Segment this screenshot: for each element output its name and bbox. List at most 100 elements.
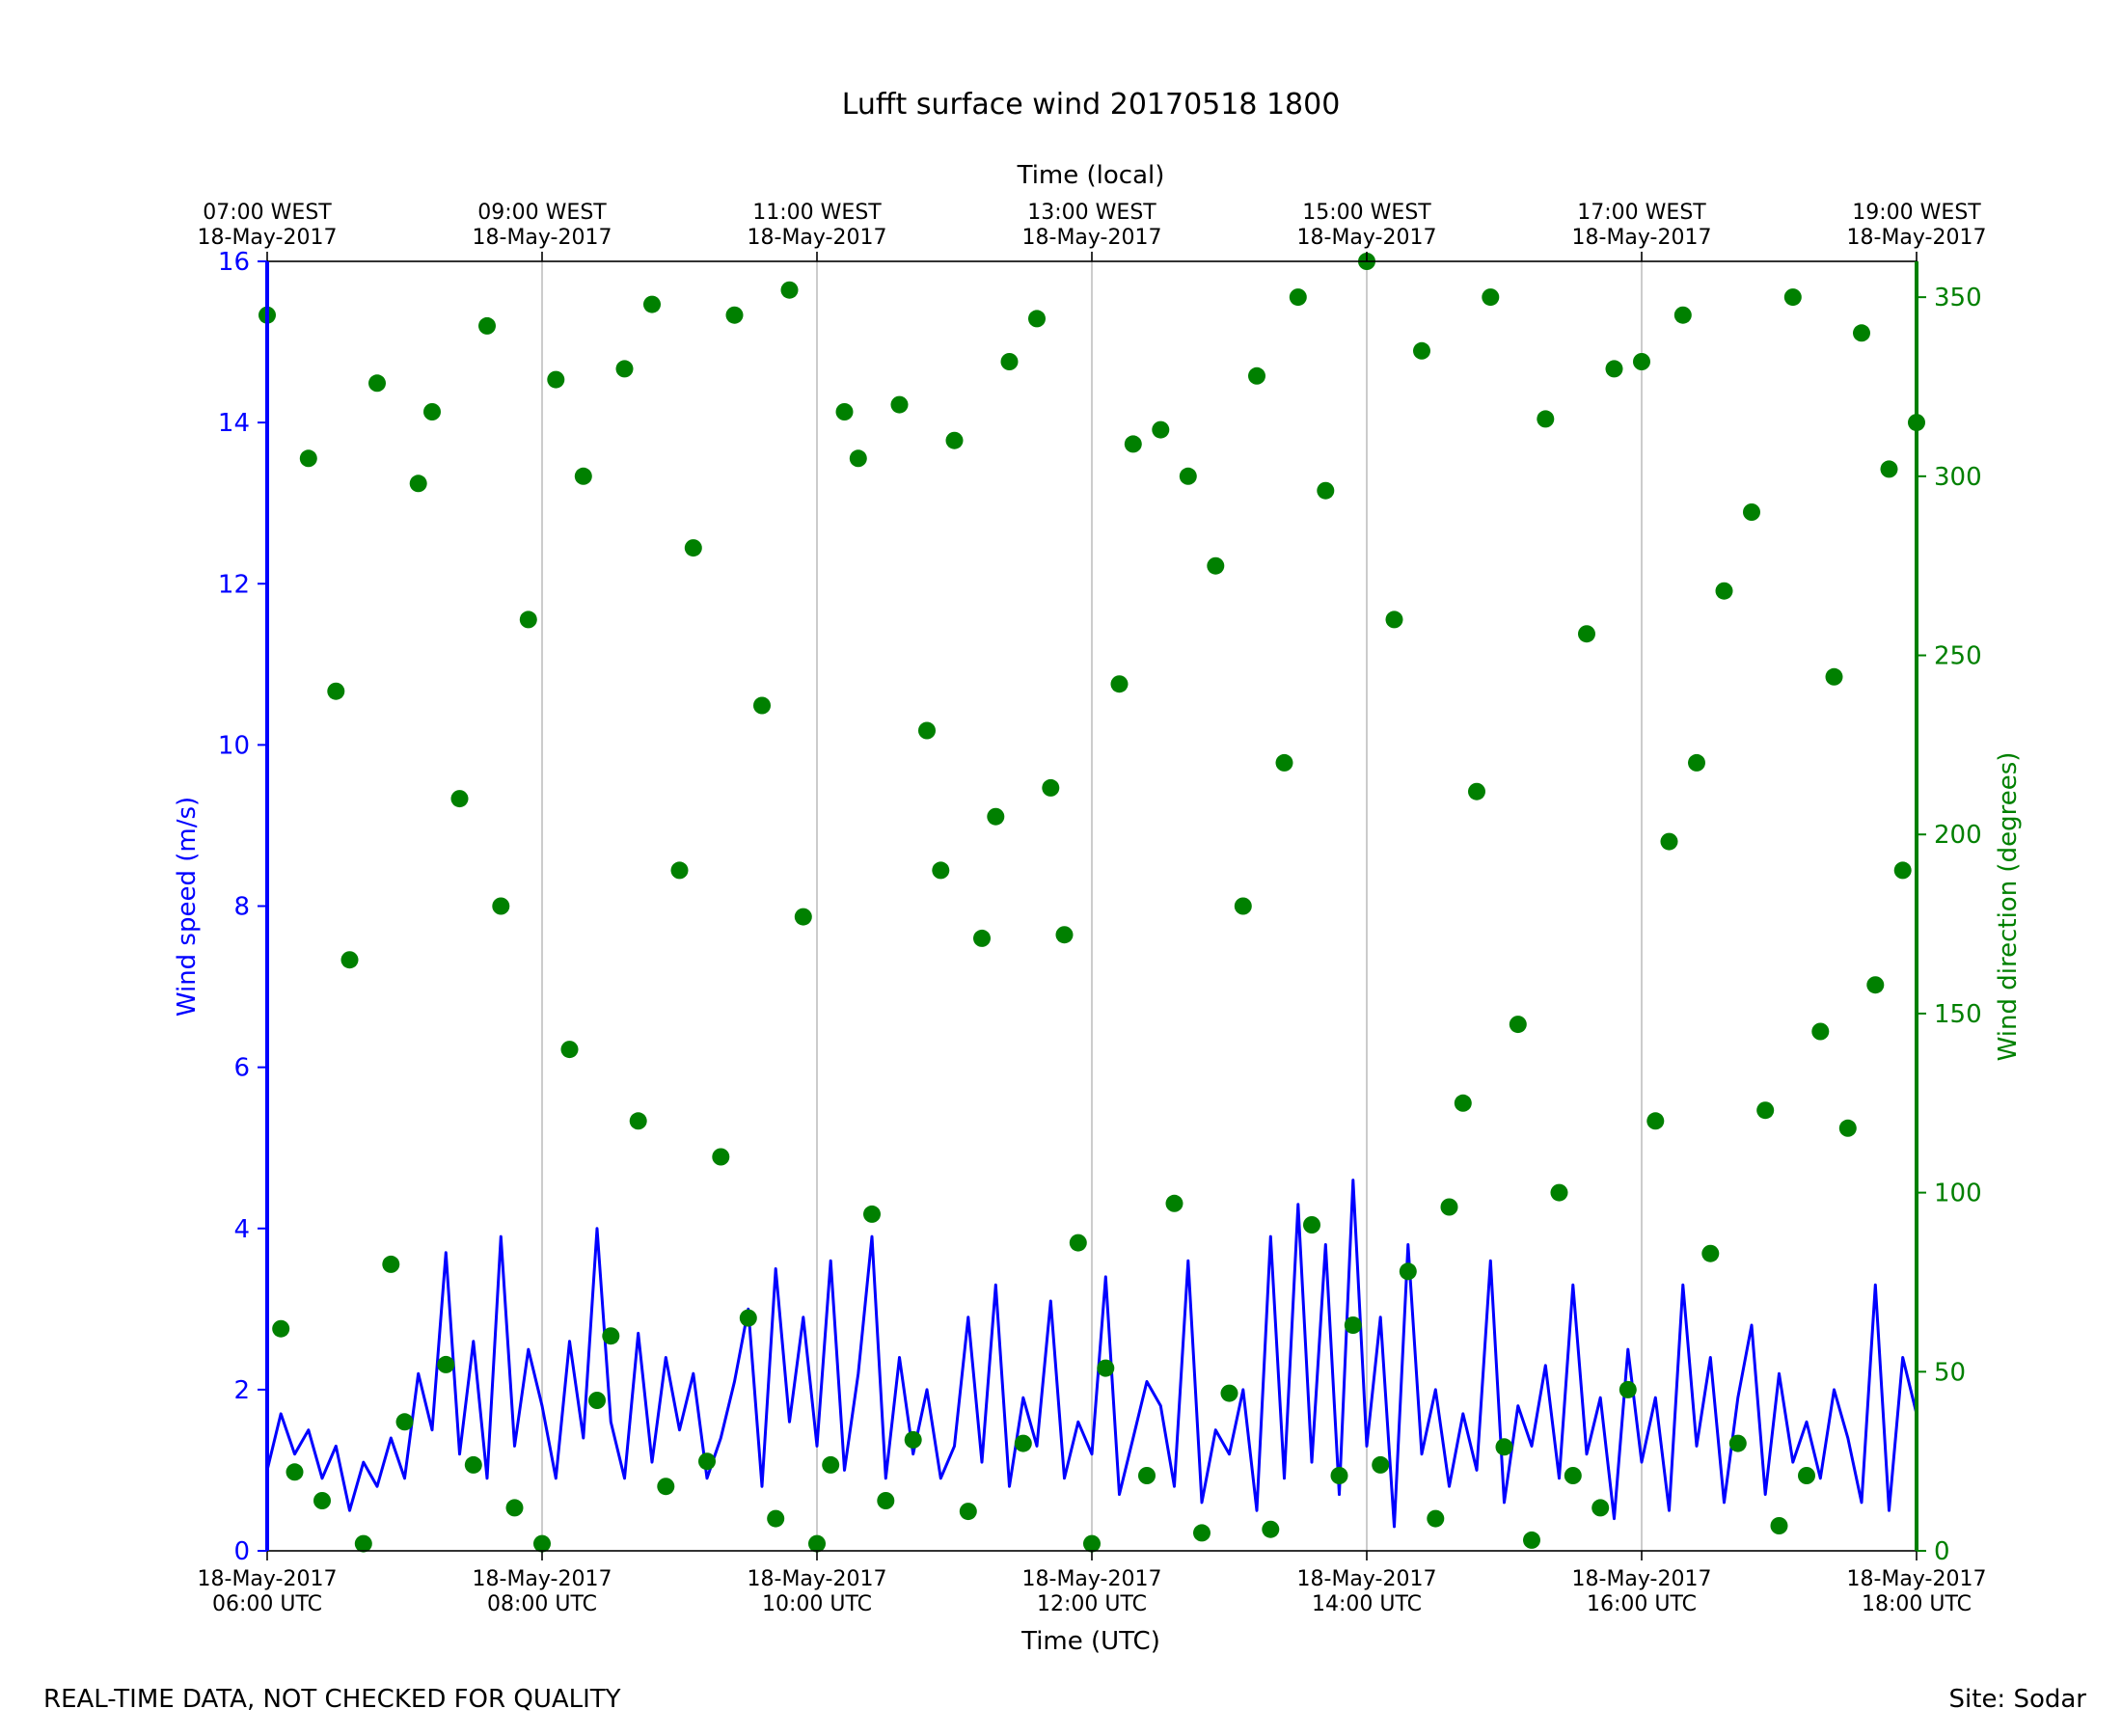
wind-direction-point bbox=[478, 316, 496, 335]
wind-direction-point bbox=[1715, 582, 1733, 600]
wind-direction-point bbox=[1701, 1244, 1720, 1262]
wind-direction-point bbox=[505, 1499, 524, 1517]
y-right-tick-label: 0 bbox=[1934, 1537, 1950, 1566]
wind-direction-point bbox=[327, 682, 345, 700]
wind-direction-point bbox=[437, 1355, 455, 1373]
y-right-tick-label: 250 bbox=[1934, 642, 1982, 671]
x-tick-label-top: 18-May-2017 bbox=[473, 226, 612, 250]
x-tick-label-bottom: 12:00 UTC bbox=[1037, 1592, 1147, 1616]
wind-direction-point bbox=[1509, 1016, 1527, 1034]
wind-direction-point bbox=[1605, 360, 1623, 378]
wind-direction-point bbox=[1866, 976, 1885, 994]
wind-direction-point bbox=[794, 908, 812, 926]
wind-direction-point bbox=[835, 403, 854, 420]
y-left-tick-label: 10 bbox=[218, 731, 250, 760]
wind-direction-point bbox=[932, 861, 950, 880]
x-tick-label-top: 17:00 WEST bbox=[1577, 201, 1706, 225]
wind-direction-point bbox=[1303, 1216, 1320, 1234]
x-tick-label-bottom: 18-May-2017 bbox=[748, 1567, 887, 1591]
x-tick-label-bottom: 16:00 UTC bbox=[1587, 1592, 1697, 1616]
y-right-tick-label: 50 bbox=[1934, 1358, 1966, 1387]
wind-direction-point bbox=[1330, 1467, 1348, 1484]
y-left-tick-label: 6 bbox=[233, 1054, 250, 1083]
wind-direction-point bbox=[1000, 353, 1019, 370]
wind-direction-point bbox=[890, 395, 909, 414]
wind-direction-point bbox=[533, 1534, 551, 1553]
wind-direction-point bbox=[1811, 1022, 1830, 1041]
x-tick-label-bottom: 18-May-2017 bbox=[473, 1567, 612, 1591]
wind-direction-point bbox=[1317, 481, 1335, 500]
wind-direction-point bbox=[1042, 778, 1060, 797]
wind-direction-point bbox=[863, 1205, 881, 1223]
x-tick-label-top: 18-May-2017 bbox=[198, 226, 338, 250]
y-right-tick-label: 300 bbox=[1934, 463, 1982, 492]
wind-direction-point bbox=[1220, 1384, 1238, 1402]
wind-direction-point bbox=[849, 449, 867, 468]
footer-disclaimer: REAL-TIME DATA, NOT CHECKED FOR QUALITY bbox=[43, 1685, 621, 1714]
wind-direction-point bbox=[767, 1509, 785, 1528]
x-tick-label-bottom: 18:00 UTC bbox=[1862, 1592, 1972, 1616]
y-right-tick-label: 150 bbox=[1934, 1000, 1982, 1029]
wind-direction-point bbox=[354, 1534, 372, 1553]
wind-direction-point bbox=[423, 403, 441, 420]
wind-direction-point bbox=[1207, 556, 1225, 575]
wind-direction-point bbox=[987, 807, 1005, 826]
wind-direction-point bbox=[547, 370, 565, 389]
wind-direction-point bbox=[340, 951, 359, 969]
wind-direction-point bbox=[1660, 832, 1678, 851]
wind-direction-point bbox=[698, 1452, 716, 1471]
wind-direction-point bbox=[808, 1534, 826, 1553]
wind-direction-point bbox=[1372, 1455, 1390, 1474]
wind-direction-point bbox=[1728, 1434, 1747, 1452]
x-tick-label-top: 18-May-2017 bbox=[1297, 226, 1437, 250]
x-tick-label-top: 18-May-2017 bbox=[1022, 226, 1162, 250]
wind-direction-point bbox=[1097, 1359, 1115, 1377]
wind-direction-point bbox=[1248, 366, 1265, 385]
wind-direction-point bbox=[1578, 625, 1595, 643]
x-tick-label-top: 18-May-2017 bbox=[1572, 226, 1712, 250]
wind-direction-point bbox=[519, 610, 537, 629]
x-tick-label-top: 11:00 WEST bbox=[752, 201, 882, 225]
wind-direction-point bbox=[1110, 675, 1129, 693]
speed-series bbox=[265, 1179, 1918, 1529]
wind-direction-point bbox=[395, 1413, 414, 1431]
wind-direction-point bbox=[1646, 1112, 1665, 1130]
wind-direction-point bbox=[1495, 1438, 1513, 1456]
wind-direction-point bbox=[1289, 288, 1307, 307]
x-tick-label-bottom: 18-May-2017 bbox=[1847, 1567, 1987, 1591]
wind-direction-point bbox=[1055, 926, 1074, 944]
x-tick-label-bottom: 14:00 UTC bbox=[1312, 1592, 1422, 1616]
wind-direction-point bbox=[1399, 1262, 1417, 1281]
wind-direction-point bbox=[464, 1455, 482, 1474]
y-right-tick-label: 200 bbox=[1934, 821, 1982, 850]
wind-direction-point bbox=[877, 1492, 895, 1509]
wind-direction-point bbox=[1673, 306, 1692, 324]
wind-direction-point bbox=[1124, 435, 1142, 453]
wind-direction-point bbox=[643, 295, 661, 313]
wind-direction-point bbox=[1193, 1524, 1211, 1542]
wind-direction-point bbox=[382, 1255, 400, 1273]
wind-direction-point bbox=[1028, 310, 1046, 328]
wind-direction-point bbox=[1083, 1534, 1101, 1553]
y-right-label: Wind direction (degrees) bbox=[1994, 752, 2023, 1062]
wind-direction-point bbox=[1152, 420, 1170, 439]
y-right-tick-label: 100 bbox=[1934, 1180, 1982, 1208]
wind-direction-point bbox=[450, 790, 469, 808]
direction-series bbox=[258, 253, 1925, 1553]
wind-direction-point bbox=[1440, 1198, 1458, 1216]
wind-direction-point bbox=[1014, 1434, 1032, 1452]
wind-direction-point bbox=[945, 431, 964, 449]
wind-direction-point bbox=[574, 467, 592, 485]
wind-direction-point bbox=[1550, 1183, 1568, 1202]
wind-direction-point bbox=[560, 1041, 579, 1059]
wind-direction-point bbox=[1798, 1467, 1815, 1484]
wind-direction-point bbox=[286, 1463, 304, 1481]
wind-direction-point bbox=[1165, 1194, 1183, 1212]
wind-direction-point bbox=[1234, 897, 1252, 915]
x-tick-label-top: 15:00 WEST bbox=[1302, 201, 1431, 225]
x-tick-label-bottom: 18-May-2017 bbox=[1572, 1567, 1712, 1591]
wind-direction-point bbox=[313, 1492, 331, 1509]
wind-direction-point bbox=[1275, 753, 1293, 772]
wind-direction-point bbox=[739, 1309, 757, 1327]
